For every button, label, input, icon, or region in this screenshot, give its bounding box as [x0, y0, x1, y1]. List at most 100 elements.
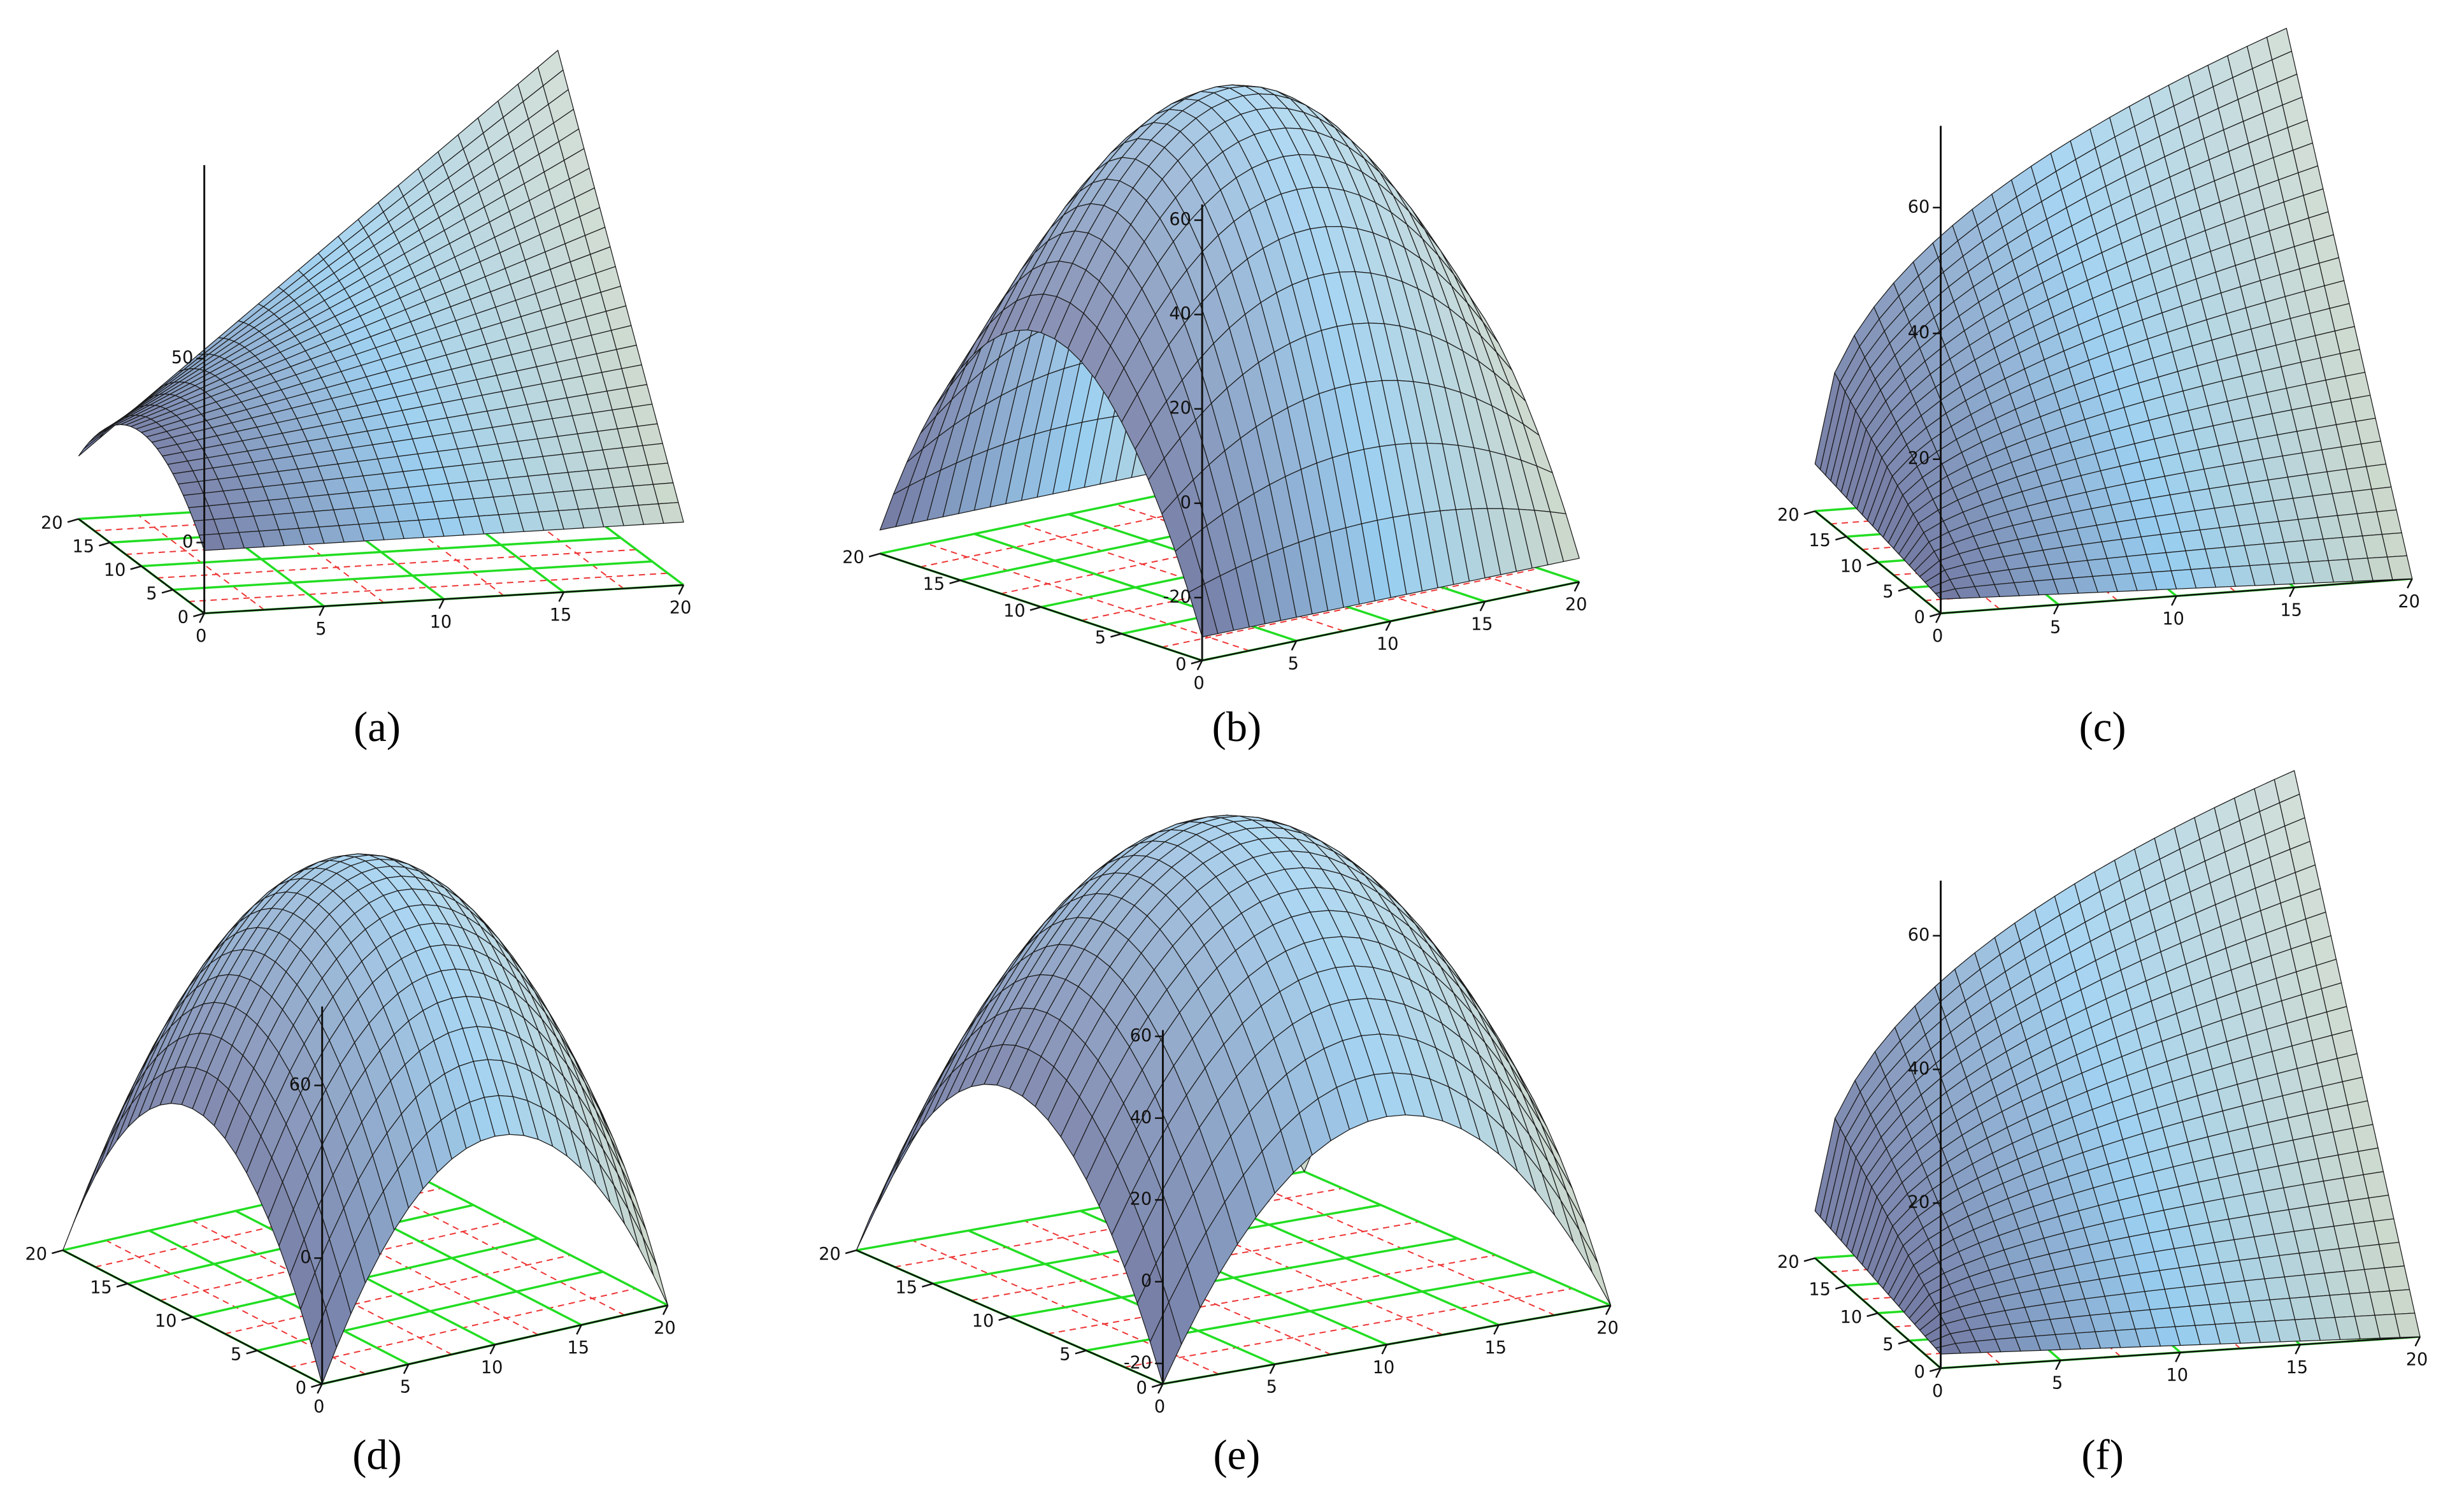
- z-tick-label: 60: [1908, 197, 1930, 217]
- x-tick: [2171, 595, 2177, 606]
- minor-grid-line: [188, 572, 668, 603]
- surface-patch: [1935, 588, 1961, 600]
- y-tick-label: 15: [1809, 1280, 1831, 1300]
- x-tick-label: 15: [1471, 615, 1493, 635]
- x-tick: [319, 605, 325, 616]
- x-tick: [576, 1324, 582, 1335]
- y-tick-label: 10: [104, 560, 126, 580]
- y-tick: [1110, 633, 1122, 638]
- y-tick-label: 0: [1914, 607, 1925, 627]
- y-tick-label: 20: [41, 513, 63, 533]
- y-tick: [1029, 606, 1042, 611]
- z-tick-label: -20: [1124, 1353, 1152, 1372]
- x-tick: [2295, 1344, 2301, 1355]
- y-tick-label: 15: [73, 536, 95, 556]
- z-tick-label: 40: [1908, 323, 1930, 343]
- grid-line: [1009, 1237, 1458, 1318]
- y-tick: [1191, 659, 1203, 665]
- surface: [78, 49, 684, 551]
- surface: [1814, 770, 2421, 1355]
- x-tick: [199, 613, 205, 623]
- x-tick-label: 15: [1485, 1338, 1507, 1358]
- surface-patch: [907, 1088, 940, 1146]
- x-tick-label: 0: [1154, 1397, 1165, 1416]
- x-tick: [678, 584, 685, 595]
- surface: [856, 814, 1612, 1385]
- surface-patch: [198, 533, 225, 551]
- grid-line: [141, 536, 621, 568]
- y-tick-label: 0: [1175, 655, 1186, 675]
- y-tick-label: 5: [1882, 582, 1893, 601]
- y-tick-label: 20: [25, 1244, 47, 1264]
- x-tick: [1196, 660, 1203, 670]
- y-tick-label: 15: [923, 575, 945, 594]
- y-tick: [868, 552, 880, 558]
- y-tick: [1803, 510, 1816, 515]
- z-tick-label: 20: [1908, 1193, 1930, 1213]
- y-tick-label: 0: [1914, 1362, 1925, 1382]
- x-tick-label: 10: [430, 612, 452, 632]
- z-tick-label: 0: [300, 1248, 311, 1267]
- y-tick: [998, 1316, 1010, 1321]
- x-tick: [317, 1383, 323, 1394]
- x-tick: [1935, 613, 1942, 623]
- y-tick-label: 10: [972, 1311, 994, 1331]
- x-tick-label: 15: [2286, 1358, 2309, 1378]
- surface-patch: [311, 1307, 337, 1385]
- y-tick: [246, 1350, 258, 1355]
- z-tick-label: 0: [182, 532, 193, 552]
- x-tick-label: 15: [568, 1338, 590, 1358]
- surface-patch: [94, 1120, 121, 1176]
- x-tick-label: 0: [196, 626, 206, 646]
- x-tick-label: 20: [670, 598, 692, 618]
- y-tick: [99, 542, 111, 547]
- panel-label: (f): [2081, 1432, 2124, 1479]
- y-tick: [116, 1283, 128, 1288]
- minor-grid-line: [157, 549, 637, 579]
- z-tick-label: 50: [171, 348, 194, 368]
- surface-patch: [105, 1104, 132, 1157]
- x-tick-label: 0: [313, 1397, 324, 1416]
- x-tick: [1573, 581, 1580, 592]
- minor-grid-line: [971, 1221, 1420, 1301]
- x-tick-label: 5: [2050, 618, 2061, 638]
- x-tick: [1385, 621, 1392, 631]
- panel-label: (a): [354, 704, 401, 751]
- x-tick: [2055, 1360, 2061, 1371]
- x-tick-label: 5: [400, 1378, 411, 1397]
- x-tick: [1479, 601, 1486, 612]
- panel-label: (b): [1212, 704, 1262, 751]
- x-tick: [558, 591, 565, 602]
- panel: 0 50 0 5 10 15 20 0 5 10 15 20 (a): [41, 49, 692, 751]
- z-tick-label: 60: [1908, 925, 1930, 945]
- y-tick: [1866, 561, 1879, 566]
- y-tick: [311, 1383, 323, 1388]
- x-tick-label: 10: [1377, 634, 1399, 654]
- x-tick-label: 20: [2398, 592, 2420, 612]
- x-tick-label: 5: [2052, 1373, 2063, 1393]
- y-tick-label: 0: [1136, 1378, 1147, 1398]
- x-tick: [2175, 1352, 2181, 1362]
- y-tick-label: 10: [1840, 1307, 1863, 1327]
- z-tick-label: 60: [1130, 1026, 1152, 1046]
- y-tick-label: 10: [1840, 556, 1863, 576]
- x-tick-label: 5: [315, 619, 326, 639]
- x-tick-label: 5: [1266, 1378, 1277, 1397]
- panel: 0 60 0 5 10 15 20 0 5 10 15 20 (d): [25, 853, 676, 1479]
- x-tick-label: 5: [1288, 654, 1299, 673]
- x-tick-label: 20: [1565, 595, 1587, 615]
- y-tick-label: 10: [1003, 601, 1026, 621]
- x-tick: [403, 1364, 410, 1374]
- x-tick: [2289, 587, 2295, 598]
- x-tick-label: 10: [2162, 609, 2184, 629]
- panel-label: (d): [352, 1432, 402, 1479]
- x-tick: [1291, 640, 1298, 651]
- panel-label: (c): [2079, 704, 2126, 751]
- y-tick: [1866, 1312, 1879, 1318]
- y-tick: [130, 565, 142, 570]
- z-tick-label: 20: [1169, 398, 1191, 418]
- z-tick-label: 40: [1130, 1107, 1152, 1127]
- x-tick-label: 10: [1373, 1358, 1395, 1378]
- x-tick-label: 20: [1596, 1318, 1619, 1338]
